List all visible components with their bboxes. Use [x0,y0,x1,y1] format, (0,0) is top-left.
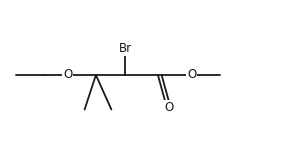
Text: O: O [63,69,72,81]
Text: Br: Br [119,42,132,55]
Text: O: O [164,101,173,114]
Text: O: O [187,69,196,81]
